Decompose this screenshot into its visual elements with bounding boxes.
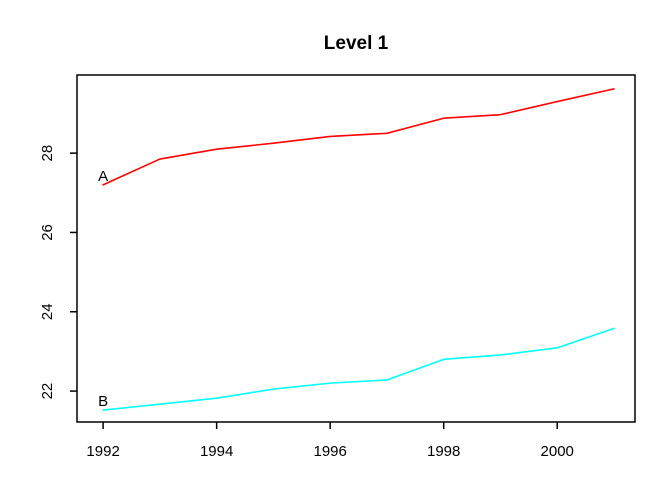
plot-box: [76, 74, 636, 423]
series-label-b: B: [98, 393, 108, 410]
y-tick-label: 28: [39, 145, 56, 162]
series-line-b: [102, 327, 615, 411]
series-line-a: [102, 88, 615, 186]
chart-title: Level 1: [324, 33, 389, 54]
y-tick-label: 24: [39, 303, 56, 320]
series-label-a: A: [98, 168, 108, 185]
x-axis: 1992 1994 1996 1998 2000: [86, 422, 574, 460]
x-tick-label: 2000: [541, 443, 574, 460]
y-tick-label: 26: [39, 224, 56, 241]
x-tick-label: 1998: [427, 443, 460, 460]
series-lines: AB: [98, 88, 615, 411]
x-tick-label: 1996: [313, 443, 346, 460]
y-axis: 22 24 26 28: [39, 145, 77, 400]
x-tick-label: 1994: [200, 443, 233, 460]
x-tick-label: 1992: [86, 443, 119, 460]
y-tick-label: 22: [39, 383, 56, 400]
